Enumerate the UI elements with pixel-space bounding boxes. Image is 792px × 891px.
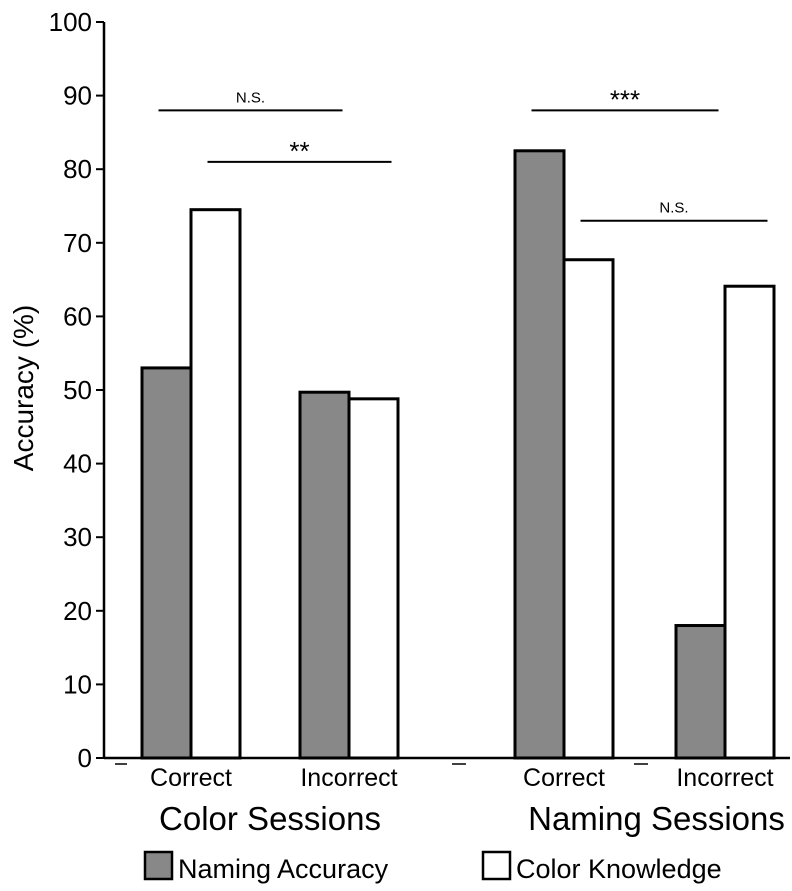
significance-label: N.S. bbox=[659, 200, 688, 217]
bar bbox=[140, 366, 193, 760]
y-tick-label: 30 bbox=[63, 522, 92, 552]
bar bbox=[723, 284, 776, 760]
bar bbox=[189, 208, 242, 760]
y-tick-label: 100 bbox=[49, 7, 92, 37]
x-axis-labels: Correct Incorrect Color Sessions Correct Inc… bbox=[150, 764, 785, 837]
y-tick-label: 60 bbox=[63, 301, 92, 331]
legend-swatch bbox=[143, 850, 174, 881]
bar bbox=[562, 258, 615, 760]
x-category-label: Incorrect bbox=[300, 764, 397, 792]
bars bbox=[140, 149, 776, 760]
x-group-label: Color Sessions bbox=[159, 800, 381, 837]
y-tick-label: 0 bbox=[78, 743, 92, 773]
x-category-label: Incorrect bbox=[676, 764, 773, 792]
x-category-label: Correct bbox=[523, 764, 605, 792]
y-axis-label: Accuracy (%) bbox=[8, 305, 39, 471]
y-tick-label: 50 bbox=[63, 375, 92, 405]
significance-label: N.S. bbox=[236, 89, 265, 106]
significance-label: ** bbox=[289, 136, 309, 166]
bar bbox=[347, 397, 400, 760]
legend-label: Color Knowledge bbox=[516, 854, 722, 884]
x-group-label: Naming Sessions bbox=[528, 800, 785, 837]
bar bbox=[674, 624, 727, 760]
x-category-label: Correct bbox=[150, 764, 232, 792]
bar bbox=[513, 149, 566, 760]
significance-label: *** bbox=[610, 84, 640, 114]
y-tick-label: 70 bbox=[63, 228, 92, 258]
legend-label: Naming Accuracy bbox=[178, 854, 389, 884]
axes: 0 10 20 30 40 50 60 70 80 90 100 bbox=[49, 7, 790, 773]
legend-swatch bbox=[481, 850, 512, 881]
legend: Naming Accuracy Color Knowledge bbox=[143, 850, 722, 884]
y-tick-label: 10 bbox=[63, 669, 92, 699]
significance-annotations: N.S.*****N.S. bbox=[158, 84, 768, 222]
y-tick-label: 90 bbox=[63, 81, 92, 111]
bar bbox=[298, 390, 351, 760]
y-tick-label: 80 bbox=[63, 154, 92, 184]
y-tick-label: 20 bbox=[63, 596, 92, 626]
y-tick-label: 40 bbox=[63, 449, 92, 479]
